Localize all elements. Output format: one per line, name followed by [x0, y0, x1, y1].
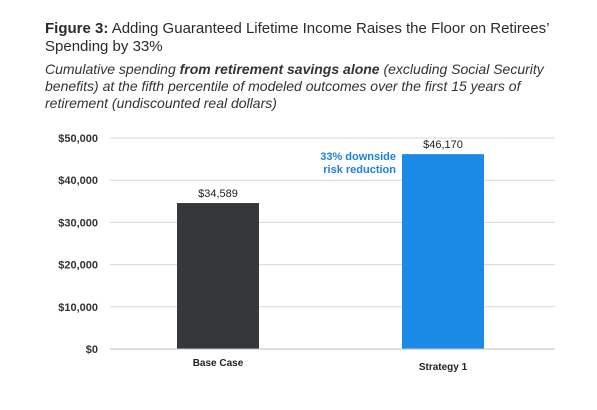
y-tick-label: $40,000 [58, 175, 98, 187]
bar-1 [177, 203, 259, 349]
y-tick-label: $20,000 [58, 260, 98, 272]
category-label: Base Case [193, 358, 244, 369]
y-tick-label: $10,000 [58, 302, 98, 314]
y-tick-label: $0 [86, 344, 98, 356]
category-label: Strategy 1 [419, 362, 468, 373]
figure-subtitle: Cumulative spending from retirement savi… [45, 61, 575, 112]
figure-label: Figure 3: [45, 20, 109, 37]
annotation-line-2: risk reduction [323, 164, 396, 176]
subtitle-emphasis: from retirement savings alone [179, 61, 380, 77]
subtitle-pre: Cumulative spending [45, 61, 180, 77]
subtitle-post: (excluding Social Security benefits) at … [45, 61, 544, 111]
data-label: $34,589 [198, 188, 238, 200]
figure-title-text: Adding Guaranteed Lifetime Income Raises… [45, 20, 549, 55]
y-tick-label: $50,000 [58, 133, 98, 145]
annotation-line-1: 33% downside [320, 151, 396, 163]
figure-title: Figure 3: Adding Guaranteed Lifetime Inc… [45, 20, 565, 56]
bar-2 [402, 154, 484, 349]
y-tick-label: $30,000 [58, 217, 98, 229]
risk-reduction-annotation: 33% downside risk reduction [300, 151, 396, 177]
data-label: $46,170 [423, 139, 463, 151]
